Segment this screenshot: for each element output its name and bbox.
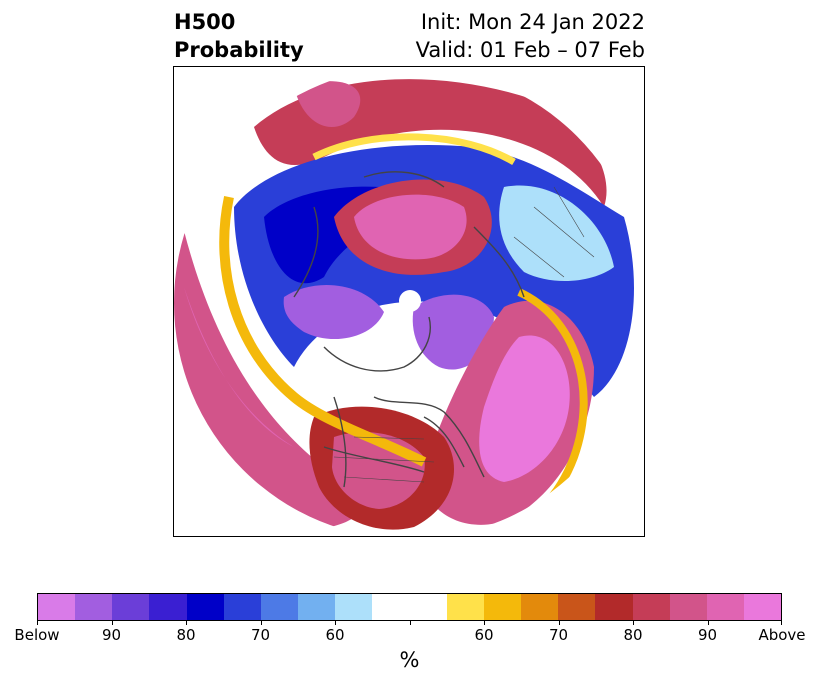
anomaly-above-east-core	[479, 335, 570, 482]
colorbar-segment	[632, 594, 670, 620]
colorbar-segment	[595, 594, 633, 620]
colorbar-tick	[111, 620, 113, 625]
colorbar-ticks	[37, 620, 782, 626]
colorbar-tick-label: 60	[474, 626, 494, 644]
colorbar-segment	[446, 594, 484, 620]
anomaly-below-light-east	[499, 185, 614, 282]
colorbar-tick	[707, 620, 709, 625]
colorbar-segment	[38, 594, 76, 620]
transition-band-north	[312, 133, 516, 166]
colorbar-tick	[558, 620, 560, 625]
borders	[333, 186, 595, 483]
colorbar-tick-label: 90	[697, 626, 718, 644]
transition-band-west	[219, 195, 427, 467]
colorbar-segment	[75, 594, 113, 620]
pole-mask	[399, 290, 421, 312]
colorbar-tick-label: Below	[14, 626, 60, 644]
init-time: Init: Mon 24 Jan 2022	[420, 10, 645, 34]
colorbar-tick	[633, 620, 634, 625]
colorbar-segment	[335, 594, 373, 620]
title-right: Init: Mon 24 Jan 2022 Valid: 01 Feb – 07…	[416, 8, 645, 64]
anomaly-below-west-low	[283, 285, 384, 340]
colorbar-tick-label: Above	[758, 626, 806, 644]
colorbar-tick-label: 80	[176, 626, 196, 644]
anomaly-above-pole-core	[354, 194, 467, 260]
colorbar-segment	[260, 594, 299, 620]
colorbar-tick-label: 60	[325, 626, 345, 644]
colorbar-segment	[112, 594, 150, 620]
colorbar-tick-label: 90	[101, 626, 122, 644]
map-panel	[173, 66, 645, 537]
title-product: Probability	[174, 38, 304, 62]
colorbar-tick	[409, 620, 411, 625]
colorbar-segment	[743, 594, 782, 620]
colorbar-segment	[558, 594, 596, 620]
colorbar-tick	[37, 620, 38, 625]
colorbar-segment	[298, 594, 336, 620]
colorbar-segment	[521, 594, 559, 620]
valid-period: Valid: 01 Feb – 07 Feb	[415, 38, 645, 62]
colorbar-segment	[372, 594, 410, 620]
anomaly-above-north-core	[294, 81, 361, 127]
polar-map	[174, 67, 644, 536]
colorbar-tick	[260, 620, 262, 625]
colorbar	[37, 593, 782, 621]
title-field: H500	[174, 10, 236, 34]
colorbar-segment	[669, 594, 707, 620]
colorbar-tick-label: 70	[250, 626, 271, 644]
colorbar-segment	[149, 594, 187, 620]
colorbar-tick	[484, 620, 485, 625]
anomaly-below-east-low	[412, 294, 494, 370]
colorbar-tick	[335, 620, 336, 625]
colorbar-unit: %	[399, 648, 420, 672]
colorbar-segment	[483, 594, 522, 620]
colorbar-segment	[186, 594, 224, 620]
colorbar-tick-label: 80	[623, 626, 643, 644]
colorbar-tick	[781, 620, 782, 625]
coastlines	[293, 171, 525, 488]
colorbar-tick-label: 70	[548, 626, 569, 644]
title-left: H500 Probability	[174, 8, 304, 64]
colorbar-segment	[223, 594, 261, 620]
colorbar-segment	[409, 594, 447, 620]
colorbar-segment	[706, 594, 744, 620]
colorbar-labels: Below 90 80 70 60 60 70 80 90 Above	[14, 626, 805, 646]
colorbar-tick	[186, 620, 187, 625]
